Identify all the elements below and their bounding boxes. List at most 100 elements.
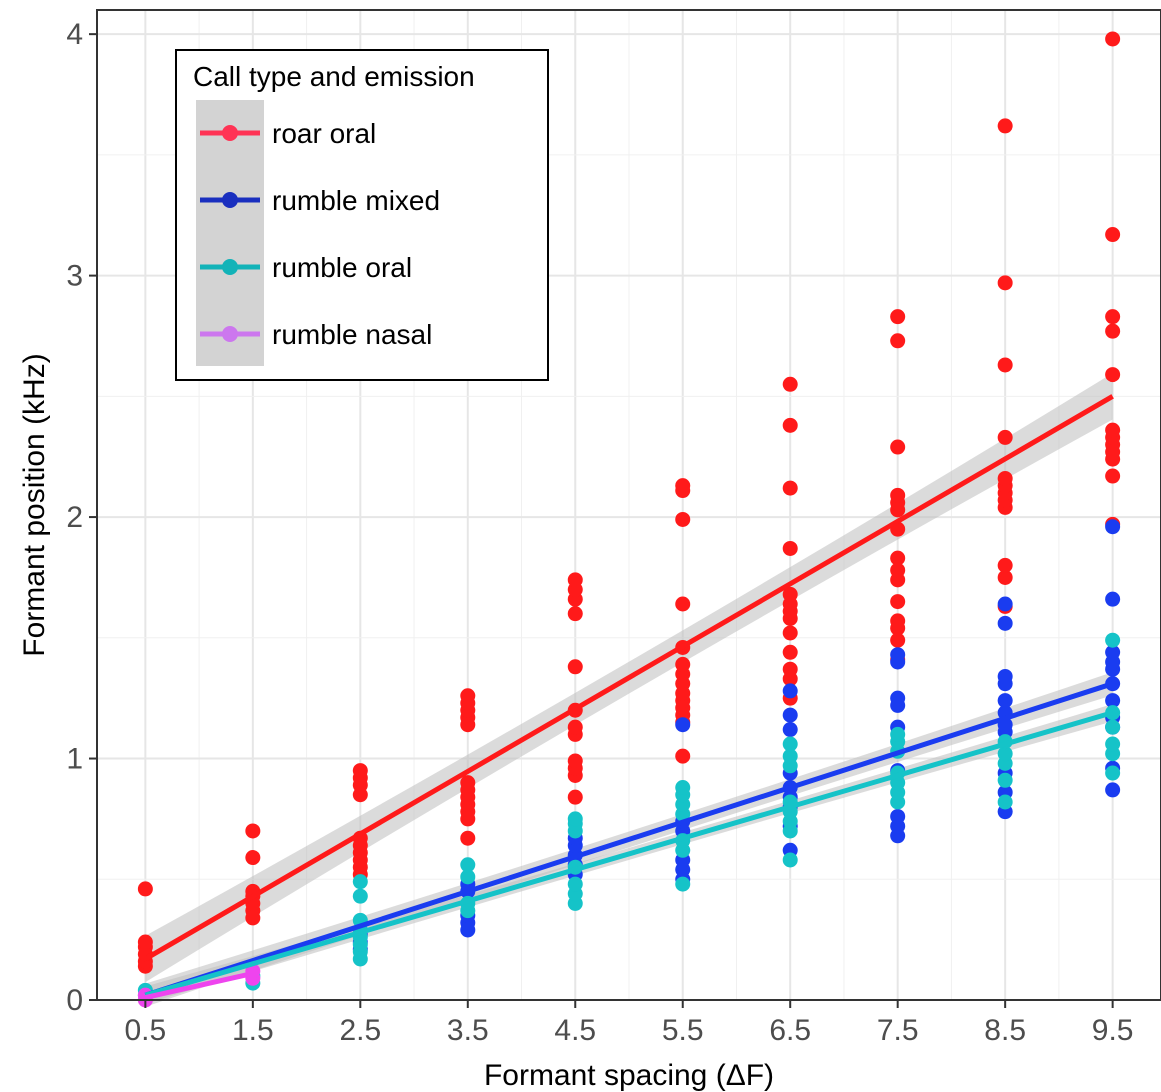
data-point (567, 606, 583, 622)
x-axis-title: Formant spacing (ΔF) (484, 1059, 774, 1092)
data-point (782, 376, 798, 392)
data-point (890, 808, 906, 824)
data-point (1105, 31, 1121, 47)
data-point (1105, 736, 1121, 752)
y-axis-ticks: 0 1 2 3 4 (66, 18, 97, 1017)
data-point (567, 659, 583, 675)
data-point (782, 540, 798, 556)
legend-key-point (222, 125, 238, 141)
data-point (890, 726, 906, 742)
data-point (567, 572, 583, 588)
data-point (997, 615, 1013, 631)
data-point (460, 775, 476, 791)
data-point (675, 748, 691, 764)
x-tick-label: 9.5 (1092, 1014, 1134, 1047)
data-point (675, 780, 691, 796)
y-tick-label: 1 (66, 743, 83, 776)
x-tick-label: 5.5 (662, 1014, 704, 1047)
data-point (890, 613, 906, 629)
y-axis-title: Formant position (kHz) (18, 353, 51, 656)
x-tick-label: 8.5 (984, 1014, 1026, 1047)
data-point (567, 789, 583, 805)
data-point (137, 881, 153, 897)
data-point (890, 439, 906, 455)
y-tick-label: 0 (66, 984, 83, 1017)
x-tick-label: 7.5 (877, 1014, 919, 1047)
data-point (890, 647, 906, 663)
legend: Call type and emission roar oral rumble m… (175, 49, 549, 381)
data-point (782, 417, 798, 433)
data-point (1105, 468, 1121, 484)
data-point (567, 719, 583, 735)
data-point (1105, 519, 1121, 535)
data-point (997, 794, 1013, 810)
legend-key-point (222, 326, 238, 342)
y-tick-label: 3 (66, 260, 83, 293)
data-point (675, 876, 691, 892)
legend-label: rumble nasal (272, 319, 432, 350)
data-point (245, 850, 261, 866)
data-point (782, 661, 798, 677)
data-point (567, 753, 583, 769)
data-point (1105, 719, 1121, 735)
legend-label: rumble mixed (272, 185, 440, 216)
data-point (137, 934, 153, 950)
data-point (890, 333, 906, 349)
data-point (997, 596, 1013, 612)
x-tick-label: 4.5 (554, 1014, 596, 1047)
x-tick-label: 1.5 (232, 1014, 274, 1047)
y-tick-label: 4 (66, 18, 83, 51)
data-point (997, 357, 1013, 373)
data-point (352, 888, 368, 904)
data-point (782, 625, 798, 641)
x-tick-label: 2.5 (339, 1014, 381, 1047)
legend-label: rumble oral (272, 252, 412, 283)
data-point (460, 688, 476, 704)
data-point (675, 478, 691, 494)
data-point (890, 487, 906, 503)
legend-key-point (222, 259, 238, 275)
regression-line (144, 394, 1114, 962)
regression-lines (144, 394, 1114, 1001)
data-point (1105, 309, 1121, 325)
data-point (1105, 765, 1121, 781)
data-point (782, 852, 798, 868)
data-point (1105, 323, 1121, 339)
x-tick-label: 3.5 (447, 1014, 489, 1047)
data-point (890, 309, 906, 325)
data-point (567, 811, 583, 827)
legend-title: Call type and emission (193, 61, 475, 92)
data-point (675, 656, 691, 672)
data-point (890, 594, 906, 610)
data-point (782, 736, 798, 752)
data-point (1105, 632, 1121, 648)
legend-items: roar oral rumble mixed rumble oral rumble n… (200, 118, 440, 350)
data-point (1105, 644, 1121, 660)
data-point (675, 511, 691, 527)
data-point (782, 644, 798, 660)
data-point (997, 746, 1013, 762)
data-point (352, 763, 368, 779)
data-point (460, 857, 476, 873)
regression-line (144, 970, 254, 1001)
y-tick-label: 2 (66, 501, 83, 534)
data-point (782, 480, 798, 496)
data-point (675, 717, 691, 733)
data-point (997, 668, 1013, 684)
data-point (997, 118, 1013, 134)
data-point (1105, 591, 1121, 607)
legend-label: roar oral (272, 118, 376, 149)
data-point (1105, 782, 1121, 798)
data-point (997, 693, 1013, 709)
data-point (890, 690, 906, 706)
data-point (782, 683, 798, 699)
legend-key-point (222, 192, 238, 208)
data-point (997, 429, 1013, 445)
data-point (782, 707, 798, 723)
data-point (997, 275, 1013, 291)
data-point (782, 748, 798, 764)
data-point (1105, 227, 1121, 243)
data-point (997, 557, 1013, 573)
plot-panel-border (96, 9, 1161, 1001)
data-point (890, 550, 906, 566)
